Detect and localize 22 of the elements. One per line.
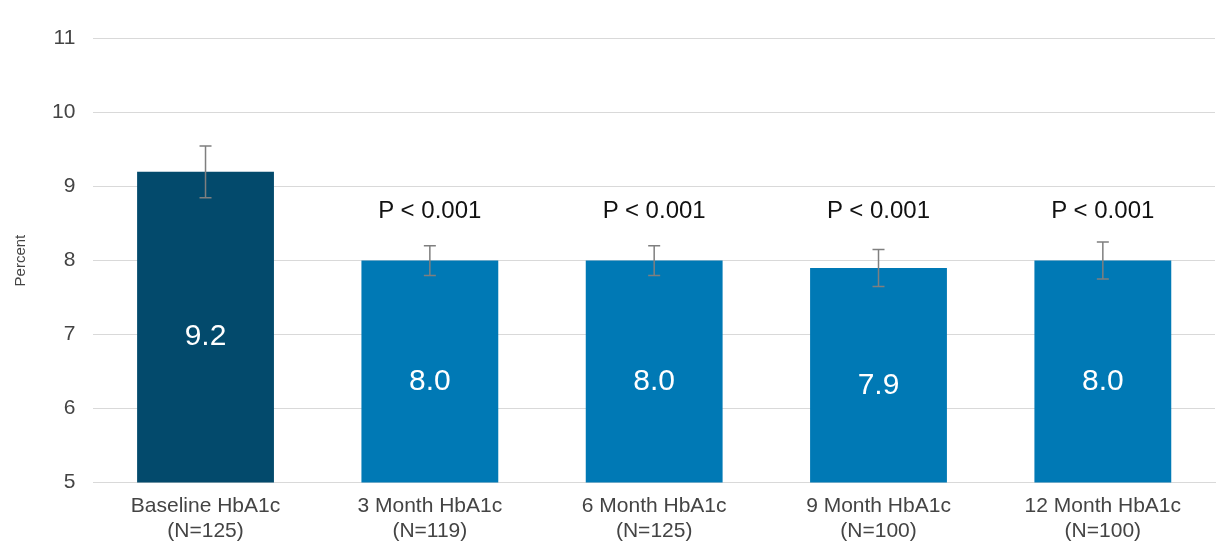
y-tick-label: 7 bbox=[63, 321, 76, 345]
annotation: P < 0.001 bbox=[378, 196, 482, 224]
data-label: 8.0 bbox=[1081, 362, 1124, 396]
annotation: P < 0.001 bbox=[1051, 196, 1155, 224]
y-tick-label: 6 bbox=[63, 395, 76, 419]
y-axis-title: Percent bbox=[11, 233, 29, 287]
x-tick-label: 12 Month HbA1c (N=100) bbox=[1024, 493, 1182, 542]
annotation: P < 0.001 bbox=[827, 196, 930, 224]
y-tick-label: 5 bbox=[63, 469, 76, 493]
y-tick-label: 8 bbox=[63, 247, 76, 271]
data-label: 7.9 bbox=[857, 366, 900, 400]
y-tick-label: 9 bbox=[63, 173, 76, 197]
data-label: 8.0 bbox=[408, 362, 451, 396]
x-tick-label: Baseline HbA1c (N=125) bbox=[130, 493, 281, 542]
x-tick-label: 3 Month HbA1c (N=119) bbox=[357, 493, 503, 542]
x-tick-label: 6 Month HbA1c (N=125) bbox=[581, 493, 727, 542]
annotation: P < 0.001 bbox=[602, 196, 706, 224]
x-tick-label: 9 Month HbA1c (N=100) bbox=[806, 493, 951, 542]
data-label: 9.2 bbox=[184, 318, 227, 352]
y-tick-label: 11 bbox=[53, 25, 76, 49]
y-tick-label: 10 bbox=[52, 99, 76, 123]
data-label: 8.0 bbox=[633, 362, 676, 396]
